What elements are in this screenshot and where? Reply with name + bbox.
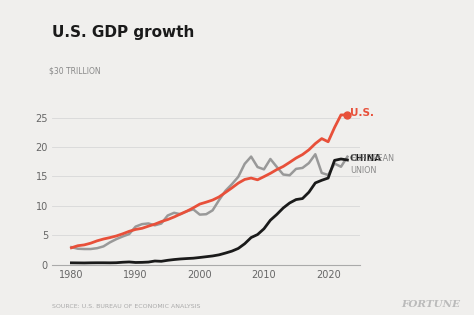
Text: EUROPEAN
UNION: EUROPEAN UNION (350, 154, 394, 175)
Text: SOURCE: U.S. BUREAU OF ECONOMIC ANALYSIS: SOURCE: U.S. BUREAU OF ECONOMIC ANALYSIS (52, 304, 201, 309)
Text: $30 TRILLION: $30 TRILLION (49, 67, 100, 76)
Text: FORTUNE: FORTUNE (401, 300, 460, 309)
Text: CHINA: CHINA (350, 154, 382, 163)
Text: U.S.: U.S. (350, 108, 374, 118)
Text: U.S. GDP growth: U.S. GDP growth (52, 25, 194, 40)
